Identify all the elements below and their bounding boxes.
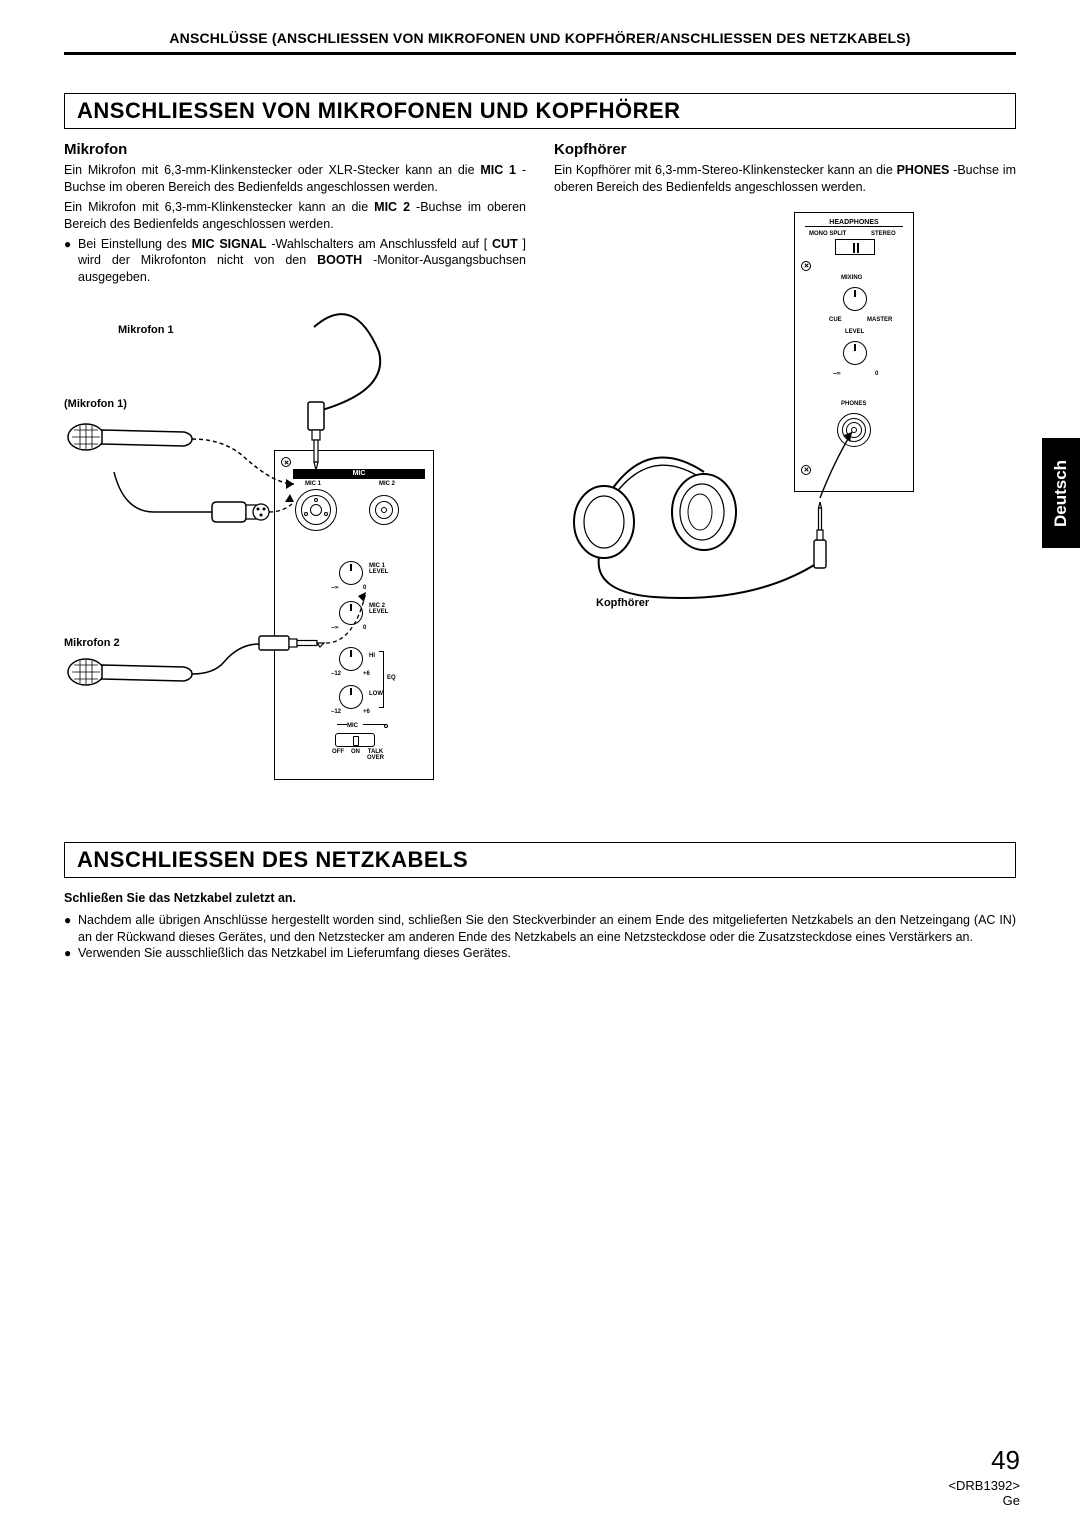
- level-knob: [843, 341, 867, 365]
- kopfhoerer-text: Ein Kopfhörer mit 6,3-mm-Stereo-Klinkens…: [554, 162, 1016, 196]
- mic1-level-knob: [339, 561, 363, 585]
- lbl-minf3: –∞: [833, 371, 841, 377]
- lbl-level: LEVEL: [845, 329, 864, 335]
- label-mikrofon-1-paren: (Mikrofon 1): [64, 398, 127, 410]
- col-mikrofon: Mikrofon Ein Mikrofon mit 6,3-mm-Klinken…: [64, 141, 526, 802]
- section-1-title: ANSCHLIESSEN VON MIKROFONEN UND KOPFHÖRE…: [77, 98, 1003, 124]
- hp-diagram: HEADPHONES MONO SPLIT STEREO MIXING CUE …: [554, 212, 1016, 682]
- t: PHONES: [897, 163, 950, 177]
- t: MIC 2: [374, 200, 410, 214]
- mikrofon-text: Ein Mikrofon mit 6,3-mm-Klinkenstecker o…: [64, 162, 526, 286]
- section-2: ANSCHLIESSEN DES NETZKABELS Schließen Si…: [64, 842, 1016, 962]
- label-mikrofon-1: Mikrofon 1: [118, 324, 174, 336]
- bullet-text: Nachdem alle übrigen Anschlüsse hergeste…: [78, 912, 1016, 946]
- section-1-title-box: ANSCHLIESSEN VON MIKROFONEN UND KOPFHÖRE…: [64, 93, 1016, 129]
- section-1-columns: Mikrofon Ein Mikrofon mit 6,3-mm-Klinken…: [64, 141, 1016, 802]
- bullet-text: Verwenden Sie ausschließlich das Netzkab…: [78, 945, 1016, 962]
- t: Ein Mikrofon mit 6,3-mm-Klinkenstecker o…: [64, 163, 480, 177]
- section-2-lead: Schließen Sie das Netzkabel zuletzt an.: [64, 890, 1016, 908]
- mic2-body: [64, 652, 404, 772]
- page-number: 49: [948, 1445, 1020, 1476]
- language-tab: Deutsch: [1042, 438, 1080, 548]
- t: MIC SIGNAL: [192, 237, 267, 251]
- doc-code: <DRB1392>: [948, 1478, 1020, 1493]
- t: Ein Kopfhörer mit 6,3-mm-Stereo-Klinkens…: [554, 163, 897, 177]
- bullet-icon: ●: [64, 236, 78, 287]
- bullet-icon: ●: [64, 945, 78, 962]
- lang-code: Ge: [948, 1493, 1020, 1508]
- monosplit-toggle: [835, 239, 875, 255]
- mic1-level-label: MIC 1 LEVEL: [369, 563, 388, 575]
- t: -Wahlschalters am Anschlussfeld auf [: [271, 237, 487, 251]
- col-kopfhoerer: Kopfhörer Ein Kopfhörer mit 6,3-mm-Stere…: [554, 141, 1016, 802]
- lbl-minf2: –∞: [331, 625, 339, 631]
- lbl-0: 0: [363, 585, 366, 591]
- lbl-phones: PHONES: [841, 401, 866, 407]
- lbl-mixing: MIXING: [841, 275, 862, 281]
- lbl-03: 0: [875, 371, 878, 377]
- bullet-text: Bei Einstellung des MIC SIGNAL -Wahlscha…: [78, 236, 526, 287]
- mic-diagram: Mikrofon 1 (Mikrofon 1) Mikrofon 2 MIC M…: [64, 302, 526, 802]
- screw-icon: [801, 261, 811, 271]
- section-2-title-box: ANSCHLIESSEN DES NETZKABELS: [64, 842, 1016, 878]
- mic1-xlr-plug: [64, 472, 324, 582]
- label-kopfhoerer: Kopfhörer: [596, 597, 649, 609]
- t: MIC 1: [480, 163, 516, 177]
- t: CUT: [492, 237, 518, 251]
- mixing-knob: [843, 287, 867, 311]
- t: BOOTH: [317, 253, 362, 267]
- mic2-level-label: MIC 2 LEVEL: [369, 603, 388, 615]
- t: Ein Mikrofon mit 6,3-mm-Klinkenstecker k…: [64, 200, 374, 214]
- lbl-minf: –∞: [331, 585, 339, 591]
- lbl-master: MASTER: [867, 317, 892, 323]
- page-footer: 49 <DRB1392> Ge: [948, 1445, 1020, 1508]
- mikrofon-heading: Mikrofon: [64, 141, 526, 158]
- lbl-stereo: STEREO: [871, 231, 896, 237]
- running-head: ANSCHLÜSSE (ANSCHLIESSEN VON MIKROFONEN …: [64, 30, 1016, 55]
- section-2-title: ANSCHLIESSEN DES NETZKABELS: [77, 847, 1003, 873]
- label-mikrofon-2: Mikrofon 2: [64, 637, 120, 649]
- t: Bei Einstellung des: [78, 237, 192, 251]
- lbl-cue: CUE: [829, 317, 842, 323]
- mic2-level-knob: [339, 601, 363, 625]
- lbl-monosplit: MONO SPLIT: [809, 231, 846, 237]
- headphones-header: HEADPHONES: [805, 219, 903, 227]
- bullet-icon: ●: [64, 912, 78, 946]
- section-2-body: Schließen Sie das Netzkabel zuletzt an. …: [64, 890, 1016, 962]
- lbl-02: 0: [363, 625, 366, 631]
- kopfhoerer-heading: Kopfhörer: [554, 141, 1016, 158]
